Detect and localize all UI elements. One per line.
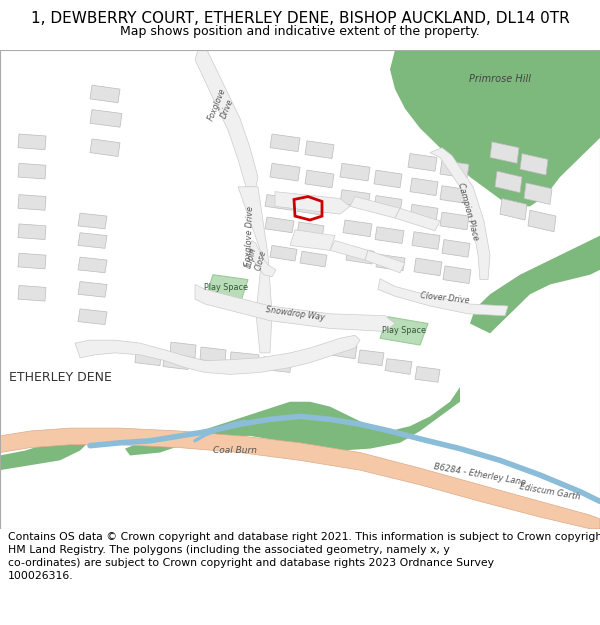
Polygon shape [390,50,600,206]
Polygon shape [440,161,469,178]
Polygon shape [412,232,440,249]
Polygon shape [375,227,404,244]
Polygon shape [350,196,400,218]
Polygon shape [490,142,519,163]
Polygon shape [374,170,402,187]
Polygon shape [75,335,360,374]
Polygon shape [200,347,226,362]
Polygon shape [440,186,469,203]
Polygon shape [18,163,46,179]
Polygon shape [430,148,490,279]
Polygon shape [443,266,471,284]
Text: Foxglove
Drive: Foxglove Drive [206,87,238,126]
Text: Contains OS data © Crown copyright and database right 2021. This information is : Contains OS data © Crown copyright and d… [8,532,600,581]
Polygon shape [18,253,46,269]
Text: Foxglove Drive: Foxglove Drive [244,206,256,266]
Text: Campion Place: Campion Place [456,181,480,241]
Polygon shape [270,134,300,152]
Polygon shape [78,213,107,229]
Polygon shape [0,431,90,470]
Polygon shape [408,154,437,171]
Polygon shape [90,85,120,102]
Text: Snowdrop Way: Snowdrop Way [265,305,325,322]
Polygon shape [305,170,334,187]
Polygon shape [380,317,428,345]
Polygon shape [125,431,195,456]
Polygon shape [343,220,372,237]
Polygon shape [520,154,548,175]
Polygon shape [78,232,107,248]
Polygon shape [442,239,470,257]
Polygon shape [340,163,370,181]
Text: Coal Burn: Coal Burn [213,446,257,455]
Polygon shape [378,279,508,316]
Polygon shape [300,251,327,267]
Polygon shape [170,342,196,357]
Polygon shape [524,183,552,204]
Text: ETHERLEY DENE: ETHERLEY DENE [8,371,112,384]
Text: Map shows position and indicative extent of the property.: Map shows position and indicative extent… [120,24,480,38]
Polygon shape [297,222,324,238]
Polygon shape [238,187,272,353]
Polygon shape [528,210,556,232]
Polygon shape [440,213,469,230]
Text: Play Space: Play Space [204,283,248,292]
Polygon shape [415,366,440,382]
Polygon shape [500,199,527,220]
Text: Primrose Hill: Primrose Hill [469,74,531,84]
Polygon shape [275,192,350,214]
Polygon shape [78,309,107,324]
Polygon shape [270,246,297,261]
Polygon shape [376,254,405,271]
Polygon shape [18,194,46,210]
Polygon shape [495,171,522,192]
Polygon shape [297,199,324,215]
Text: B6284 - Etherley Lane: B6284 - Etherley Lane [433,462,527,488]
Polygon shape [330,241,368,260]
Polygon shape [374,196,402,213]
Text: Play Space: Play Space [382,326,426,335]
Polygon shape [18,134,46,149]
Polygon shape [265,217,294,232]
Polygon shape [358,350,384,366]
Polygon shape [195,387,460,451]
Polygon shape [205,275,248,304]
Polygon shape [346,248,374,264]
Polygon shape [163,354,189,369]
Polygon shape [78,257,107,272]
Polygon shape [195,50,258,187]
Polygon shape [265,194,294,210]
Polygon shape [365,250,405,272]
Polygon shape [290,230,335,250]
Polygon shape [90,139,120,156]
Polygon shape [195,284,395,331]
Polygon shape [470,236,600,333]
Polygon shape [395,208,440,231]
Polygon shape [18,224,46,239]
Polygon shape [90,109,122,127]
Polygon shape [230,352,259,367]
Polygon shape [263,357,291,372]
Polygon shape [414,258,442,276]
Polygon shape [410,178,438,196]
Text: Lupin
Close: Lupin Close [244,246,268,272]
Polygon shape [330,342,357,359]
Text: Ediscum Garth: Ediscum Garth [519,482,581,501]
Polygon shape [135,350,161,366]
Polygon shape [78,281,107,298]
Polygon shape [305,141,334,159]
Polygon shape [340,190,370,208]
Polygon shape [270,163,300,181]
Polygon shape [385,359,412,374]
Polygon shape [248,241,276,277]
Text: Clover Drive: Clover Drive [420,291,470,305]
Polygon shape [18,286,46,301]
Polygon shape [0,428,600,529]
Text: 1, DEWBERRY COURT, ETHERLEY DENE, BISHOP AUCKLAND, DL14 0TR: 1, DEWBERRY COURT, ETHERLEY DENE, BISHOP… [31,11,569,26]
Polygon shape [410,204,438,222]
